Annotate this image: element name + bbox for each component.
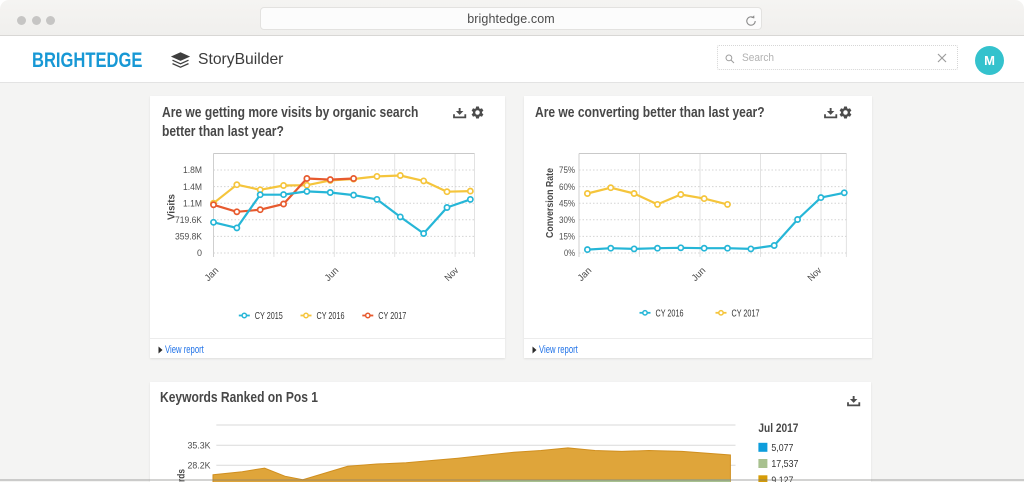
svg-text:28.2K: 28.2K	[188, 461, 212, 472]
svg-text:Nov: Nov	[443, 265, 462, 284]
svg-text:0%: 0%	[564, 248, 575, 259]
svg-text:Jan: Jan	[576, 265, 594, 283]
svg-text:1.8M: 1.8M	[183, 165, 202, 176]
svg-text:Conversion Rate: Conversion Rate	[545, 168, 556, 238]
svg-text:1.4M: 1.4M	[183, 182, 202, 193]
svg-text:0: 0	[197, 248, 202, 259]
svg-text:CY 2016: CY 2016	[656, 307, 684, 319]
svg-text:9,127: 9,127	[771, 475, 793, 482]
svg-text:45%: 45%	[559, 198, 575, 209]
svg-text:CY 2016: CY 2016	[317, 310, 345, 322]
svg-text:CY 2015: CY 2015	[255, 310, 283, 322]
svg-text:Jan: Jan	[203, 265, 221, 283]
svg-text:1.1M: 1.1M	[183, 198, 202, 209]
svg-text:35.3K: 35.3K	[188, 440, 212, 451]
svg-text:15%: 15%	[559, 232, 575, 243]
svg-text:75%: 75%	[559, 165, 575, 176]
svg-text:Jun: Jun	[690, 265, 708, 283]
svg-text:Visits: Visits	[167, 194, 178, 220]
svg-text:5,077: 5,077	[771, 442, 793, 454]
svg-text:CY 2017: CY 2017	[732, 307, 760, 319]
svg-text:Jun: Jun	[323, 265, 341, 283]
svg-text:359.8K: 359.8K	[175, 232, 203, 243]
svg-text:Jul 2017: Jul 2017	[758, 421, 798, 435]
svg-text:60%: 60%	[559, 182, 575, 193]
svg-text:17,537: 17,537	[771, 458, 798, 470]
svg-text:Keywords: Keywords	[177, 469, 188, 482]
svg-text:30%: 30%	[559, 215, 575, 226]
svg-text:Nov: Nov	[806, 265, 825, 284]
svg-text:CY 2017: CY 2017	[378, 310, 406, 322]
svg-text:719.6K: 719.6K	[175, 215, 203, 226]
